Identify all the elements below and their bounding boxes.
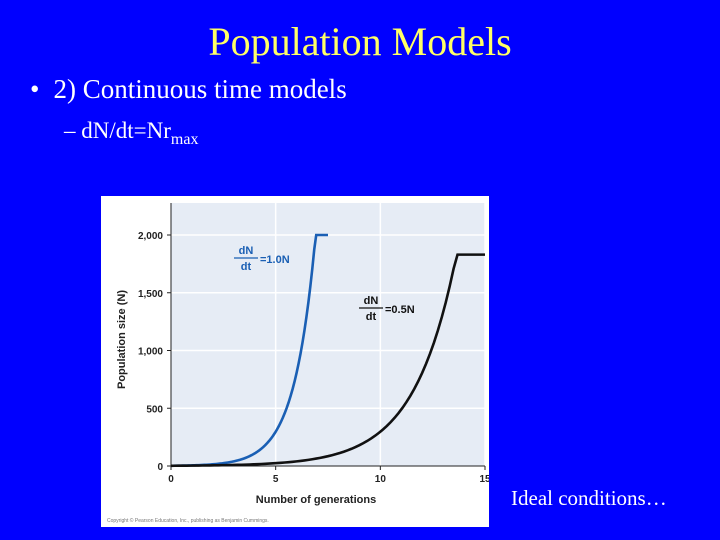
x-tick-label: 10 [375,474,387,485]
annotation-denominator-2: dt [366,311,377,323]
y-tick-label: 500 [146,404,163,415]
bullet-text: 2) Continuous time models [53,74,347,104]
series-line-2 [170,253,485,468]
sub-bullet-marker: – [64,118,76,143]
caption-text: Ideal conditions… [511,486,667,510]
annotation-numerator-2: dN [364,295,379,307]
y-tick-label: 0 [157,462,163,473]
annotation-denominator-1: dt [241,261,252,273]
bullet-item: • 2) Continuous time models [30,74,347,105]
plot-area [171,203,485,466]
annotation-rhs-1: =1.0N [260,254,290,266]
annotation-rhs-2: =0.5N [385,304,415,316]
x-tick-label: 0 [168,474,174,485]
annotation-numerator-1: dN [239,245,254,257]
sub-bullet-item: – dN/dt=Nrmax [64,118,198,149]
chart-figure: 0 5 10 15 0 500 1,000 1,500 2,000 Number of gener… [101,196,489,527]
x-tick-label: 15 [479,474,489,485]
x-axis-label: Number of generations [256,494,376,506]
bullet-marker: • [30,74,40,104]
x-tick-label: 5 [273,474,279,485]
y-tick-label: 1,500 [138,289,163,300]
equation-text: dN/dt=Nr [81,118,171,143]
population-chart: 0 5 10 15 0 500 1,000 1,500 2,000 Number of gener… [116,203,489,506]
y-axis-label: Population size (N) [116,290,128,389]
copyright-notice: Copyright © Pearson Education, Inc., pub… [107,518,269,524]
y-tick-label: 1,000 [138,347,163,358]
equation-subscript: max [170,131,199,148]
slide-title: Population Models [208,19,512,64]
y-tick-label: 2,000 [138,231,163,242]
